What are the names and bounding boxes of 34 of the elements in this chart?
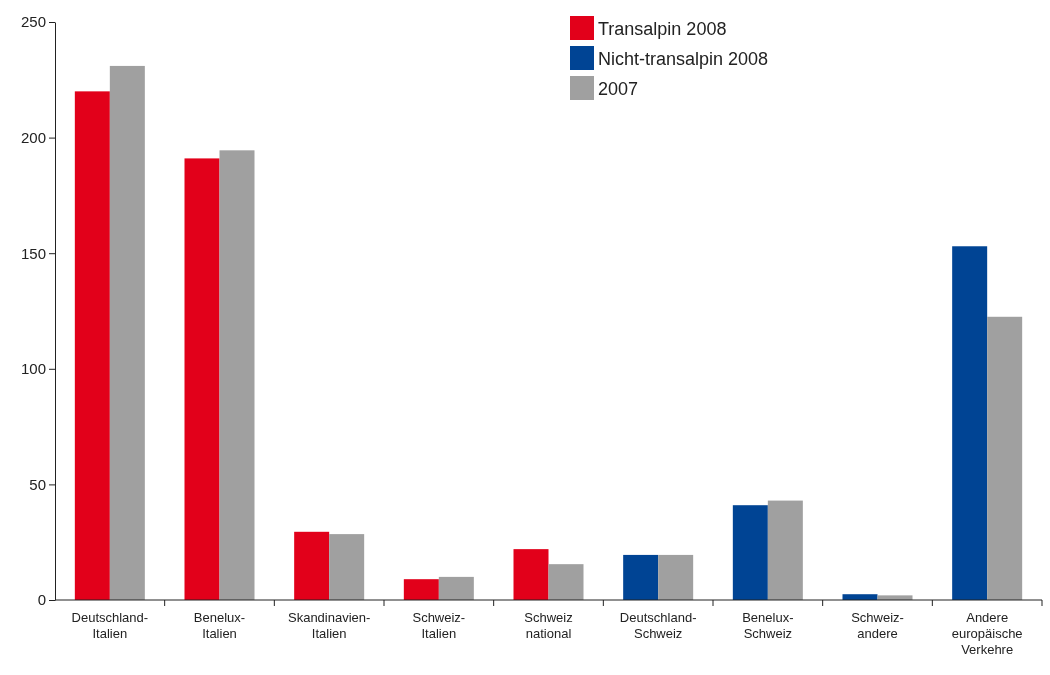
bar: [623, 554, 659, 600]
bar: [732, 505, 768, 600]
x-tick-label: Benelux-Italien: [193, 610, 246, 641]
x-tick-label: Andere europäische Verkehre: [951, 610, 1023, 657]
y-tick-label: 100: [20, 360, 46, 378]
x-tick-label: Schweiz-andere: [851, 610, 904, 641]
bar: [438, 576, 474, 600]
x-tick-label: Skandinavien-Italien: [287, 610, 371, 641]
bar: [219, 150, 255, 600]
y-tick-label: 150: [20, 244, 46, 262]
bar: [767, 500, 803, 600]
bar: [658, 554, 694, 600]
y-tick-label: 0: [37, 591, 46, 609]
bar: [74, 91, 110, 600]
x-tick-label: Deutschland-Italien: [71, 610, 149, 641]
x-tick-label: Schweiz national: [524, 610, 573, 641]
y-tick-label: 50: [29, 475, 46, 493]
legend-label: Nicht-transalpin 2008: [598, 49, 769, 69]
bar: [294, 531, 330, 600]
legend-label: Transalpin 2008: [598, 19, 727, 39]
y-tick-label: 250: [20, 13, 46, 31]
bar: [952, 246, 988, 600]
bar: [403, 579, 439, 600]
bar: [184, 158, 220, 600]
x-tick-label: Benelux-Schweiz: [742, 610, 794, 641]
legend-label: 2007: [598, 79, 639, 99]
y-tick-label: 200: [20, 128, 46, 146]
bar: [513, 549, 549, 600]
x-tick-label: Deutschland-Schweiz: [619, 610, 697, 641]
x-tick-label: Schweiz-Italien: [412, 610, 466, 641]
bar: [109, 65, 145, 600]
bar: [987, 316, 1023, 600]
bar: [329, 534, 365, 600]
bar: [548, 564, 584, 600]
